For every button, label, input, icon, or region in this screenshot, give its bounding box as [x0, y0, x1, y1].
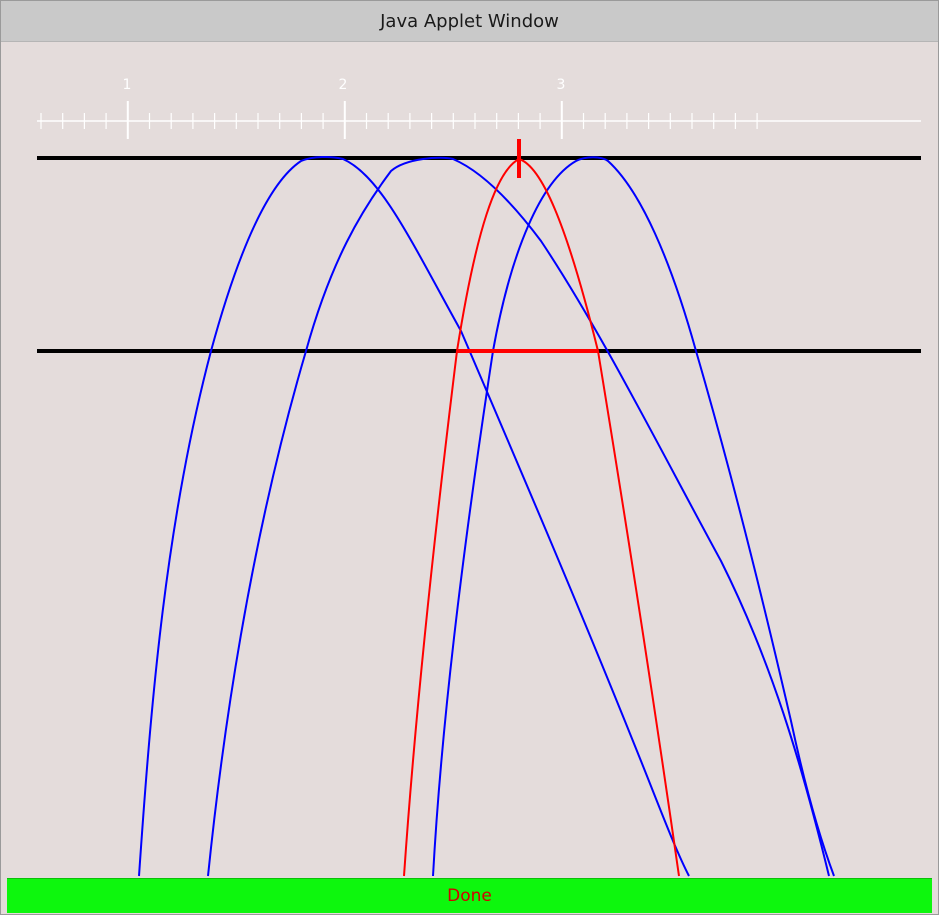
ruler-label-2: 2 — [339, 77, 348, 93]
ruler-label-3: 3 — [557, 77, 566, 93]
status-bar: Done — [7, 878, 932, 913]
window-title: Java Applet Window — [1, 1, 938, 42]
red-curve — [403, 157, 680, 877]
highlighted-curve — [403, 139, 680, 877]
scale-ruler: 1 2 3 — [37, 77, 921, 139]
ruler-ticks — [40, 101, 758, 139]
blue-curve-3 — [432, 156, 835, 877]
blue-curve-2 — [207, 156, 830, 877]
plot-canvas: 1 2 3 — [37, 77, 921, 877]
ruler-label-1: 1 — [123, 77, 132, 93]
blue-curve-1 — [138, 155, 690, 877]
